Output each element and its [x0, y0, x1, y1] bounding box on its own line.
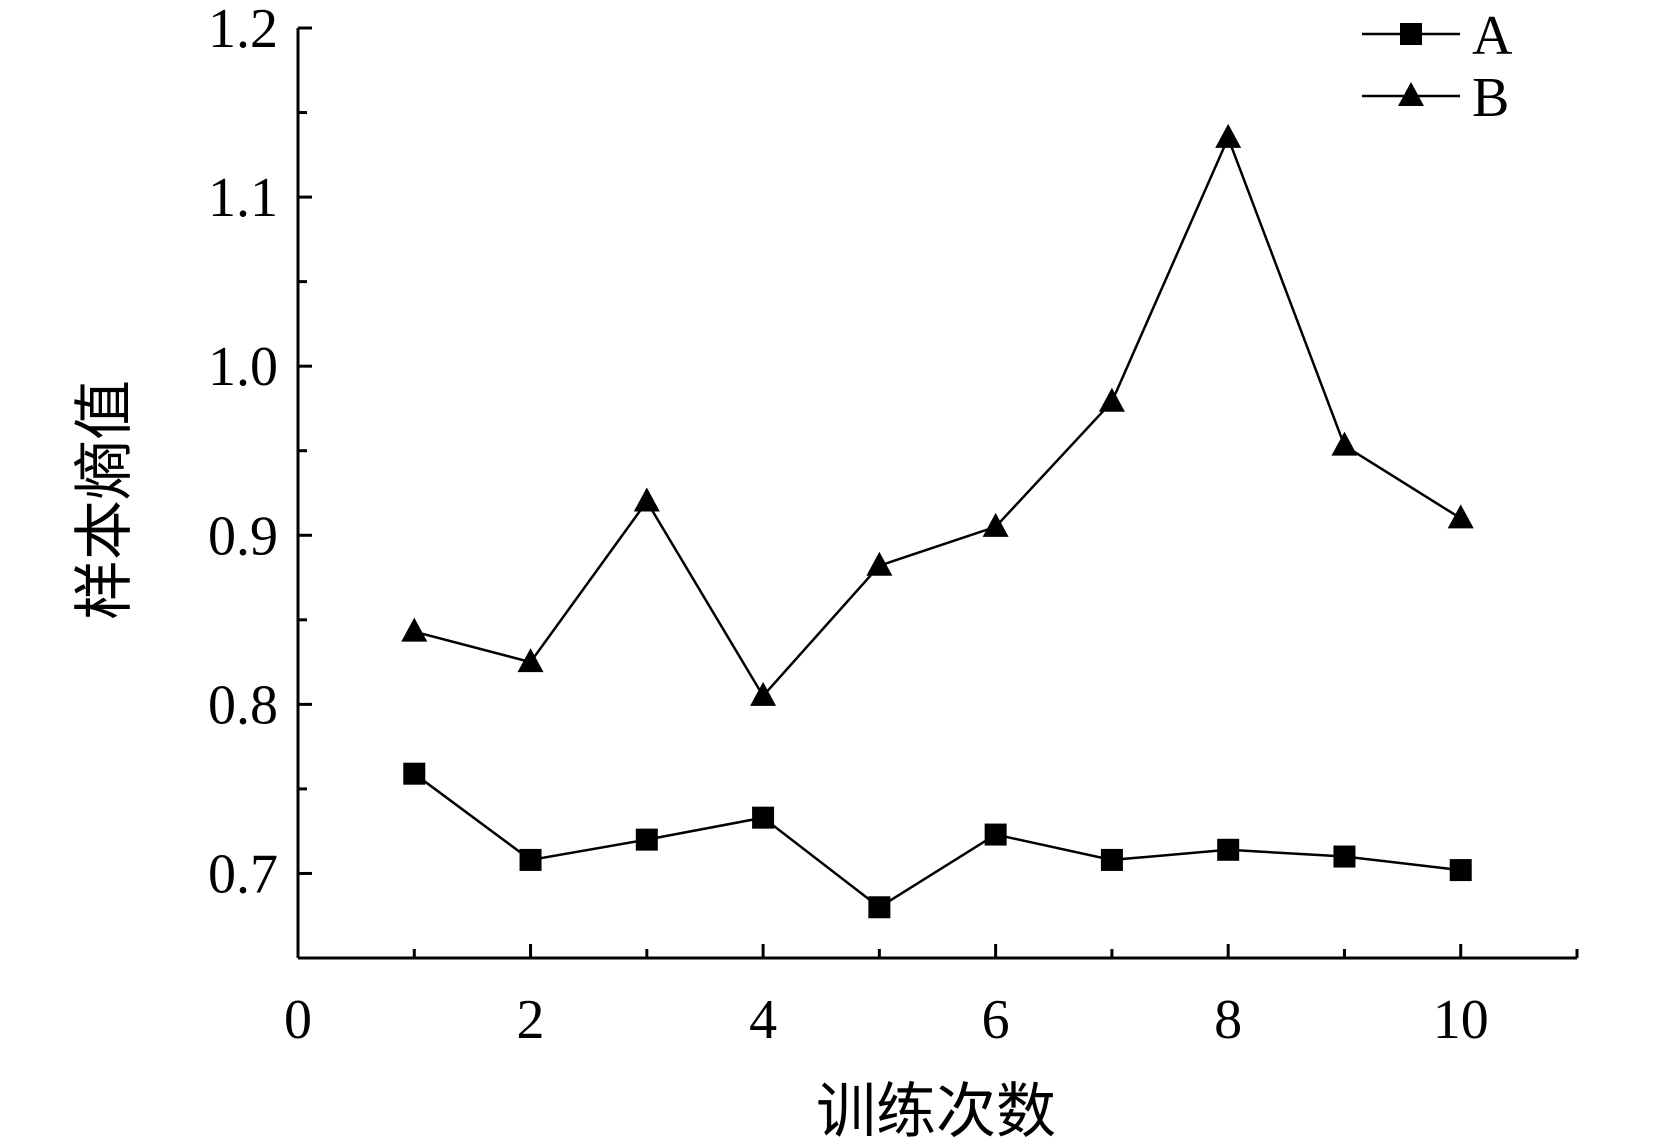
- y-tick-label: 1.0: [208, 336, 278, 398]
- series-b-point: [401, 617, 428, 642]
- x-tick-label: 0: [284, 989, 312, 1051]
- series-b-point: [633, 487, 660, 512]
- series-a-point: [868, 896, 891, 919]
- x-tick-label: 10: [1433, 989, 1489, 1051]
- x-ticks: 0 2 4 6 8 10: [284, 944, 1579, 1051]
- series-b: [401, 123, 1474, 706]
- legend-marker-a: [1400, 23, 1422, 45]
- y-tick-label: 1.2: [208, 0, 278, 60]
- x-tick-label: 2: [517, 989, 545, 1051]
- legend-item-a: A: [1362, 5, 1513, 67]
- legend: AB: [1362, 5, 1513, 129]
- legend-item-b: B: [1362, 67, 1509, 129]
- x-tick-label: 4: [749, 989, 777, 1051]
- series-b-point: [1331, 431, 1358, 456]
- series-a-point: [984, 823, 1007, 846]
- y-axis-title: 样本熵值: [70, 380, 140, 620]
- legend-label-b: B: [1472, 67, 1509, 129]
- legend-label-a: A: [1472, 5, 1513, 67]
- series-b-point: [1447, 504, 1474, 529]
- series-b-point: [517, 648, 544, 673]
- x-axis-title: 训练次数: [816, 1077, 1056, 1146]
- series-b-point: [1098, 387, 1125, 412]
- legend-marker-b: [1398, 82, 1424, 106]
- series-b-point: [1215, 123, 1242, 148]
- x-tick-label: 6: [982, 989, 1010, 1051]
- series-a-point: [519, 848, 542, 871]
- y-tick-label: 0.9: [208, 505, 278, 567]
- series-b-point: [982, 512, 1009, 537]
- series-a: [403, 762, 1472, 919]
- series-a-point: [752, 806, 775, 829]
- y-tick-label: 0.8: [208, 674, 278, 736]
- series-a-point: [403, 762, 426, 785]
- y-tick-label: 0.7: [208, 843, 278, 905]
- axes: [296, 28, 1577, 960]
- series-a-point: [1449, 859, 1472, 882]
- series-b-line: [413, 134, 1462, 699]
- y-tick-label: 1.1: [208, 167, 278, 229]
- series-a-line: [413, 772, 1461, 909]
- x-tick-label: 8: [1214, 989, 1242, 1051]
- series-layer: [401, 123, 1474, 919]
- series-a-point: [635, 828, 658, 851]
- series-a-point: [1217, 838, 1240, 861]
- series-a-point: [1100, 848, 1123, 871]
- series-b-point: [866, 551, 893, 576]
- y-ticks: 0.7 0.8 0.9 1.0 1.1 1.2: [208, 0, 312, 905]
- series-b-point: [750, 681, 777, 706]
- series-a-point: [1333, 845, 1356, 868]
